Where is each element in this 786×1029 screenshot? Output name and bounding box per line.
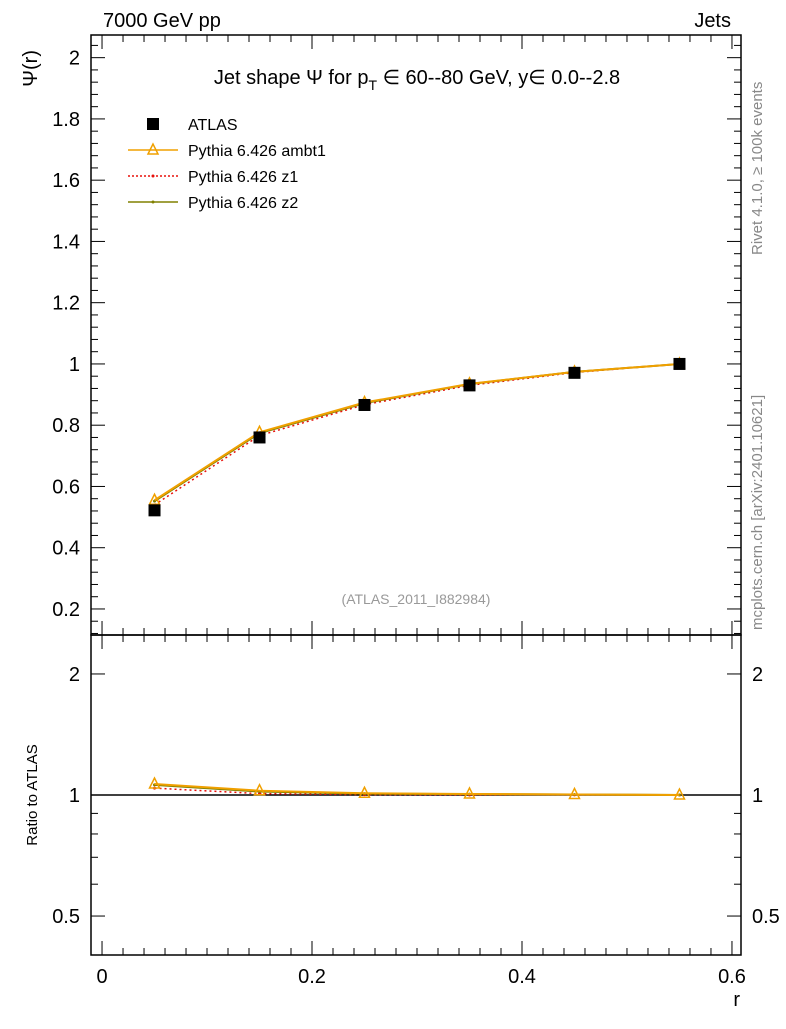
main-series-line <box>153 362 680 502</box>
atlas-data-point <box>253 431 266 444</box>
atlas-data-point <box>358 398 371 411</box>
ratio-y-tick-label: 1 <box>69 785 80 807</box>
x-axis-label: r <box>733 989 740 1011</box>
atlas-data-point <box>568 366 581 379</box>
y-tick-label: 0.6 <box>52 476 80 498</box>
ratio-series-line <box>154 783 680 796</box>
y-axis-label: Ψ(r) <box>20 50 42 87</box>
ratio-y-tick-label-right: 2 <box>752 664 763 686</box>
y-tick-label: 1.2 <box>52 293 80 315</box>
main-data-point <box>148 492 161 505</box>
legend-label: Pythia 6.426 z1 <box>188 169 298 186</box>
atlas-data-point <box>148 504 161 517</box>
y-tick-label: 1 <box>69 354 80 376</box>
y-tick-label: 0.8 <box>52 415 80 437</box>
ratio-data-point <box>358 785 371 799</box>
ratio-data-point <box>463 786 476 799</box>
y-tick-label: 1.4 <box>52 231 80 253</box>
legend-marker <box>151 200 155 204</box>
ratio-data-point <box>148 776 161 789</box>
main-series-line <box>154 363 680 506</box>
header-left: 7000 GeV pp <box>103 10 221 32</box>
x-tick-label: 0.6 <box>718 966 746 988</box>
ratio-data-point <box>568 786 581 800</box>
chart-title: Jet shape Ψ for pT ∈ 60--80 GeV, y∈ 0.0-… <box>214 67 620 93</box>
ratio-data-point <box>253 783 266 796</box>
y-tick-label: 0.4 <box>52 538 80 560</box>
watermark: (ATLAS_2011_I882984) <box>342 591 491 607</box>
ratio-y-axis-label: Ratio to ATLAS <box>24 744 41 845</box>
x-tick-label: 0.2 <box>298 966 326 988</box>
mcplots-label: mcplots.cern.ch [arXiv:2401.10621] <box>749 395 766 630</box>
y-tick-label: 1.8 <box>52 109 80 131</box>
ratio-y-tick-label-right: 1 <box>752 785 763 807</box>
legend-label: Pythia 6.426 z2 <box>188 195 298 212</box>
atlas-data-point <box>463 379 476 392</box>
x-tick-label: 0 <box>96 966 107 988</box>
legend-label: ATLAS <box>188 117 238 134</box>
x-tick-label: 0.4 <box>508 966 536 988</box>
y-tick-label: 0.2 <box>52 599 80 621</box>
y-tick-label: 1.6 <box>52 170 80 192</box>
legend-marker <box>146 142 160 155</box>
ratio-data-point <box>673 787 686 800</box>
y-tick-label: 2 <box>69 48 80 70</box>
legend-marker <box>147 118 159 130</box>
main-series-line <box>153 362 680 502</box>
ratio-y-tick-label: 0.5 <box>52 906 80 928</box>
header-right: Jets <box>694 10 731 32</box>
rivet-label: Rivet 4.1.0, ≥ 100k events <box>749 82 766 255</box>
atlas-data-point <box>673 357 686 370</box>
legend-marker <box>151 174 155 178</box>
ratio-y-tick-label: 2 <box>69 664 80 686</box>
legend-label: Pythia 6.426 ambt1 <box>188 143 326 160</box>
ratio-y-tick-label-right: 0.5 <box>752 906 780 928</box>
